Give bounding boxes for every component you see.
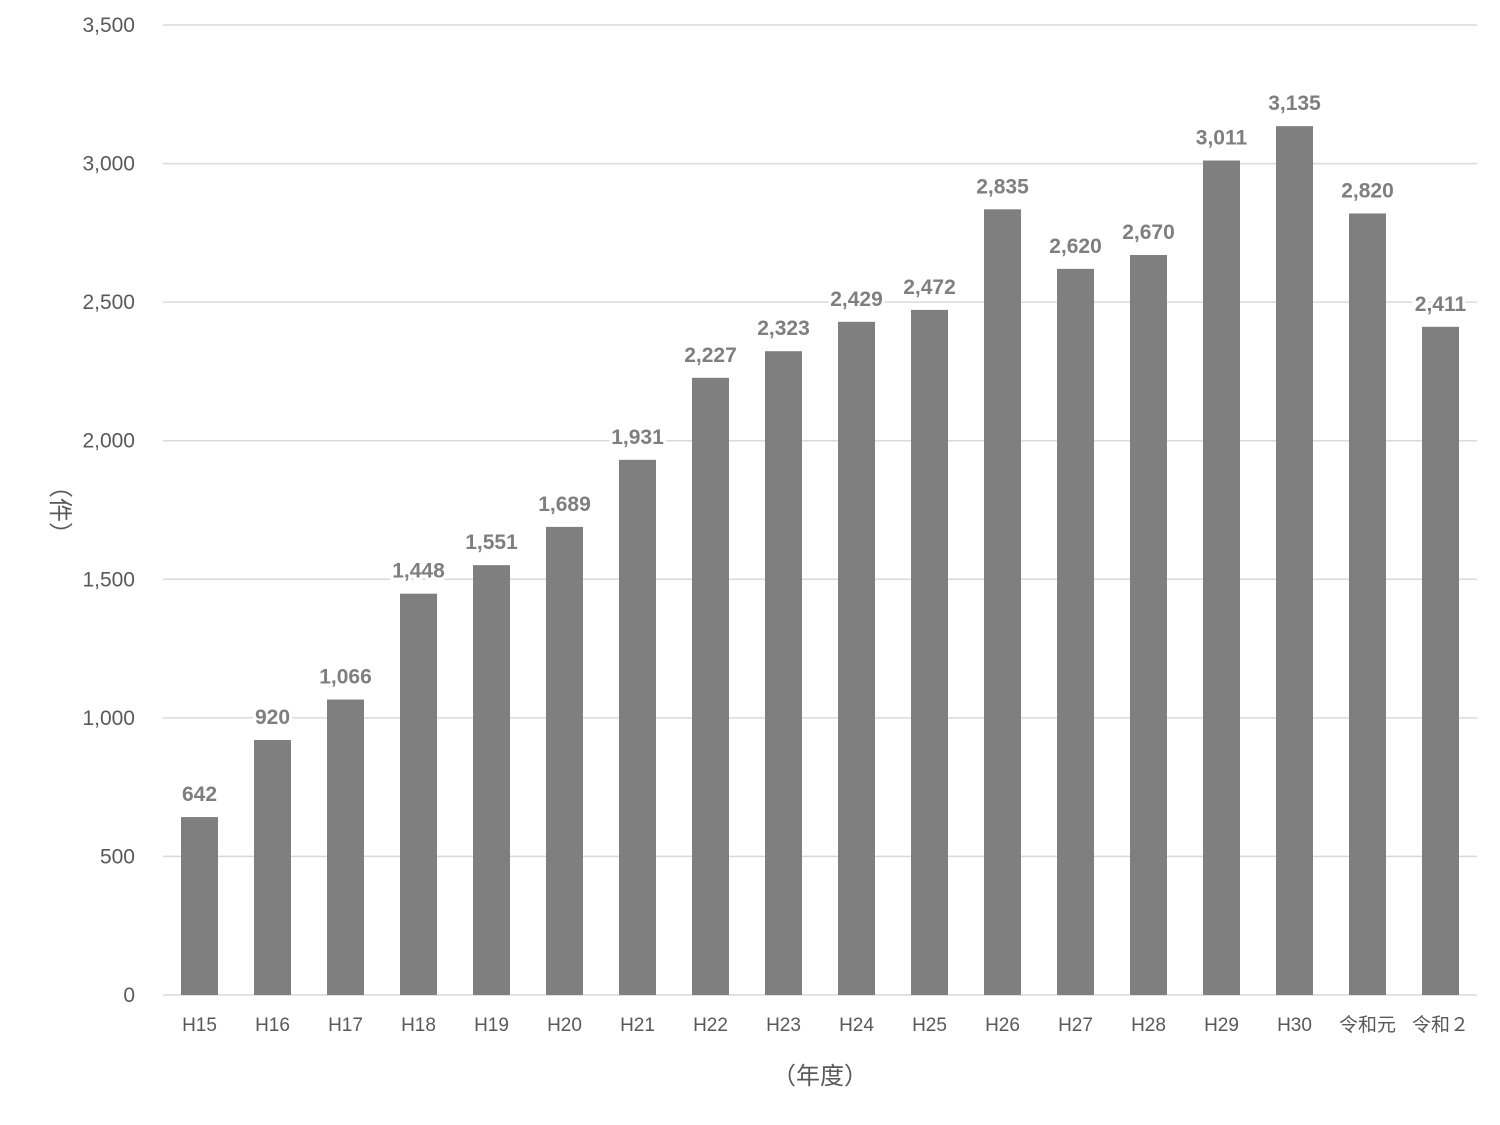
x-tick-label: 令和２ <box>1412 1014 1469 1036</box>
bar-H23 <box>765 351 802 995</box>
data-label: 3,011 <box>1196 127 1248 150</box>
data-label: 2,820 <box>1341 179 1394 202</box>
x-tick-label: H24 <box>839 1015 874 1036</box>
x-tick-label: H30 <box>1277 1015 1312 1036</box>
data-label: 642 <box>182 783 217 806</box>
bar-H27 <box>1057 268 1094 995</box>
x-tick-label: H19 <box>474 1015 509 1036</box>
x-tick-label: H26 <box>985 1015 1020 1036</box>
data-label: 3,135 <box>1268 92 1321 115</box>
y-tick-label: 0 <box>123 984 135 1007</box>
y-tick-label: 3,000 <box>82 153 135 176</box>
data-label: 1,931 <box>611 426 664 449</box>
data-label: 2,620 <box>1049 235 1102 258</box>
x-tick-label: H29 <box>1204 1015 1239 1036</box>
y-tick-label: 2,500 <box>82 291 135 314</box>
bars <box>181 126 1459 996</box>
bar-令和２ <box>1422 326 1459 995</box>
data-label: 1,066 <box>319 666 372 689</box>
data-label: 2,472 <box>903 276 956 299</box>
x-tick-label: H27 <box>1058 1015 1093 1036</box>
data-label: 2,227 <box>684 344 737 367</box>
data-label: 1,551 <box>465 531 518 554</box>
bar-H28 <box>1130 255 1167 995</box>
x-tick-label: H25 <box>912 1015 947 1036</box>
bar-H30 <box>1276 126 1313 995</box>
y-tick-label: 2,000 <box>82 430 135 453</box>
x-tick-label: 令和元 <box>1339 1014 1396 1036</box>
bar-H15 <box>181 817 218 995</box>
x-tick-label: H18 <box>401 1015 436 1036</box>
data-label: 2,429 <box>830 288 883 311</box>
data-label: 2,670 <box>1122 221 1175 244</box>
y-tick-label: 3,500 <box>82 14 135 37</box>
bar-H17 <box>327 699 364 995</box>
data-label: 2,323 <box>757 317 810 340</box>
x-axis-ticks: H15 H16 H17 H18 H19 H20 H21 H22 H23 H24 H25 H26 H27 H… <box>182 1014 1469 1036</box>
bar-H24 <box>838 321 875 995</box>
data-label: 2,411 <box>1415 293 1467 316</box>
x-tick-label: H23 <box>766 1015 801 1036</box>
data-label: 1,448 <box>392 560 445 583</box>
bar-H18 <box>400 593 437 995</box>
x-tick-label: H17 <box>328 1015 363 1036</box>
x-tick-label: H20 <box>547 1015 582 1036</box>
bar-H22 <box>692 377 729 995</box>
bar-H16 <box>254 740 291 995</box>
bar-H20 <box>546 526 583 995</box>
gridlines <box>163 24 1477 996</box>
x-axis-title: （年度） <box>772 1062 868 1090</box>
x-tick-label: H15 <box>182 1015 217 1036</box>
bar-H19 <box>473 565 510 995</box>
bar-令和元 <box>1349 213 1386 995</box>
y-tick-label: 500 <box>100 845 135 868</box>
x-tick-label: H21 <box>620 1015 655 1036</box>
data-labels: 642 920 1,066 1,448 1,551 1,689 1,931 2,227 2,32… <box>179 89 1470 809</box>
bar-H29 <box>1203 160 1240 996</box>
y-axis-title: （件） <box>46 474 74 546</box>
x-tick-label: H22 <box>693 1015 728 1036</box>
y-tick-label: 1,500 <box>82 568 135 591</box>
data-label: 920 <box>255 706 290 729</box>
y-axis-ticks: 0 500 1,000 1,500 2,000 2,500 3,000 3,500 <box>82 14 135 1007</box>
bar-H26 <box>984 209 1021 996</box>
bar-H25 <box>911 309 948 996</box>
bar-H21 <box>619 459 656 995</box>
y-tick-label: 1,000 <box>82 707 135 730</box>
x-tick-label: H28 <box>1131 1015 1166 1036</box>
data-label: 1,689 <box>538 493 591 516</box>
data-label: 2,835 <box>976 175 1029 198</box>
x-tick-label: H16 <box>255 1015 290 1036</box>
